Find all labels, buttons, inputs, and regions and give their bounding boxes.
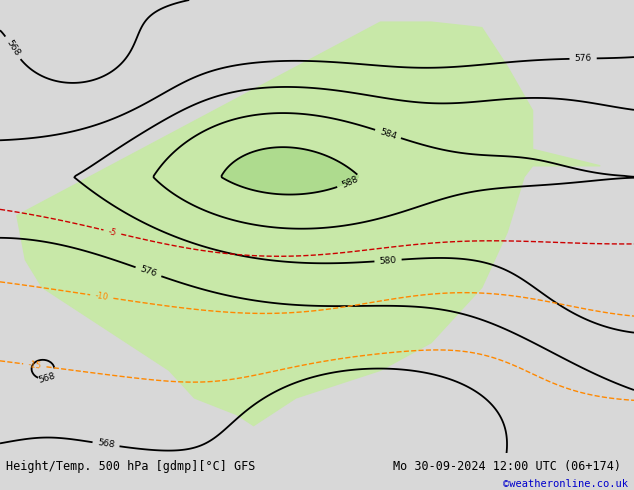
Text: -15: -15	[27, 360, 42, 370]
Text: Mo 30-09-2024 12:00 UTC (06+174): Mo 30-09-2024 12:00 UTC (06+174)	[393, 460, 621, 473]
Text: 584: 584	[378, 127, 398, 141]
Text: 588: 588	[340, 174, 359, 190]
Text: Height/Temp. 500 hPa [gdmp][°C] GFS: Height/Temp. 500 hPa [gdmp][°C] GFS	[6, 460, 256, 473]
Text: 568: 568	[37, 371, 56, 385]
Text: 568: 568	[4, 38, 21, 58]
Text: 576: 576	[139, 265, 158, 279]
Text: -10: -10	[94, 291, 109, 302]
Text: 576: 576	[574, 54, 592, 63]
Text: 580: 580	[379, 255, 397, 266]
Text: -5: -5	[107, 227, 117, 237]
Text: ©weatheronline.co.uk: ©weatheronline.co.uk	[503, 480, 628, 490]
Polygon shape	[17, 22, 600, 426]
Text: 568: 568	[97, 439, 115, 450]
